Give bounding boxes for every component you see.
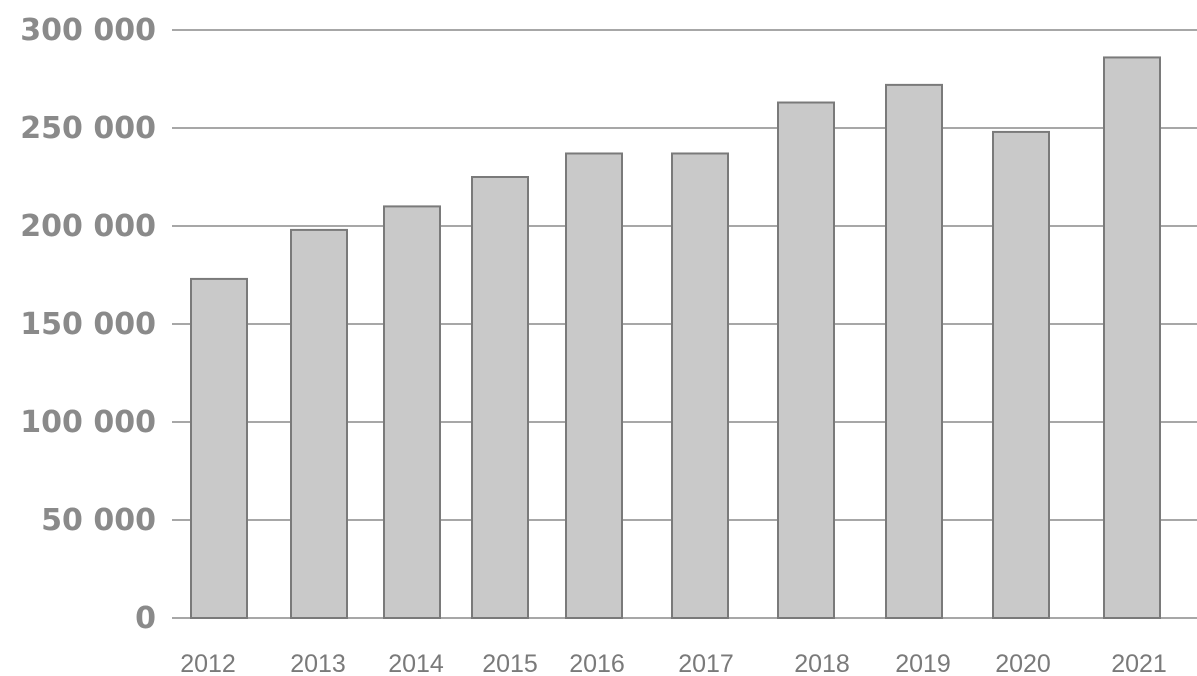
bar-2014 <box>383 205 441 619</box>
x-tick-label: 2017 <box>678 650 734 676</box>
y-tick-label: 200 000 <box>20 209 156 244</box>
y-tick-label: 250 000 <box>20 111 156 146</box>
bar-2019 <box>885 83 943 619</box>
bar-2018 <box>777 101 835 619</box>
y-tick-label: 0 <box>135 601 156 636</box>
x-tick-label: 2012 <box>180 650 236 676</box>
y-tick-label: 50 000 <box>41 503 156 538</box>
bar-2021 <box>1103 56 1161 619</box>
x-tick-label: 2013 <box>290 650 346 676</box>
y-tick-label: 150 000 <box>20 307 156 342</box>
bar-2020 <box>992 130 1050 619</box>
x-axis-ticks: 2012 2013 2014 2015 2016 2017 2018 2019 2020 2021 <box>180 650 1167 676</box>
x-tick-label: 2020 <box>995 650 1051 676</box>
x-tick-label: 2014 <box>388 650 444 676</box>
x-tick-label: 2015 <box>482 650 538 676</box>
bars <box>190 56 1161 619</box>
x-tick-label: 2021 <box>1111 650 1167 676</box>
x-tick-label: 2016 <box>569 650 625 676</box>
bar-2012 <box>190 277 248 619</box>
x-tick-label: 2019 <box>895 650 951 676</box>
bar-2016 <box>565 152 623 619</box>
bar-2015 <box>471 176 529 619</box>
bar-2013 <box>290 228 348 619</box>
bar-2017 <box>671 152 729 619</box>
x-tick-label: 2018 <box>794 650 850 676</box>
y-axis-ticks: 0 50 000 100 000 150 000 200 000 250 000 300 0… <box>20 13 156 636</box>
y-tick-label: 300 000 <box>20 13 156 48</box>
y-tick-label: 100 000 <box>20 405 156 440</box>
